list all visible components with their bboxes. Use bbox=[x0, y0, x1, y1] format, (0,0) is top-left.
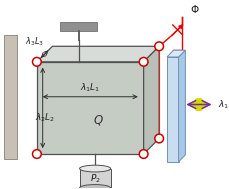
Text: $\lambda_2 L_2$: $\lambda_2 L_2$ bbox=[35, 112, 55, 124]
Circle shape bbox=[139, 150, 147, 158]
FancyBboxPatch shape bbox=[4, 35, 17, 159]
Circle shape bbox=[154, 42, 163, 51]
Polygon shape bbox=[143, 46, 158, 154]
Circle shape bbox=[32, 150, 41, 158]
Text: $\lambda_1$: $\lambda_1$ bbox=[217, 98, 229, 111]
Polygon shape bbox=[37, 62, 143, 154]
Text: $\Phi$: $\Phi$ bbox=[189, 3, 199, 15]
Polygon shape bbox=[166, 50, 185, 57]
FancyBboxPatch shape bbox=[60, 22, 97, 31]
Polygon shape bbox=[37, 46, 158, 62]
Text: $P_2$: $P_2$ bbox=[89, 172, 100, 184]
Circle shape bbox=[32, 57, 41, 66]
Circle shape bbox=[139, 57, 147, 66]
Text: $\lambda_3 L_3$: $\lambda_3 L_3$ bbox=[25, 36, 44, 48]
Text: $Q$: $Q$ bbox=[92, 113, 103, 127]
Text: $\lambda_1 L_1$: $\lambda_1 L_1$ bbox=[80, 81, 100, 94]
Polygon shape bbox=[178, 50, 185, 162]
FancyBboxPatch shape bbox=[79, 169, 110, 188]
Polygon shape bbox=[166, 57, 178, 162]
Ellipse shape bbox=[79, 185, 110, 189]
Circle shape bbox=[154, 134, 163, 143]
Ellipse shape bbox=[79, 165, 110, 172]
